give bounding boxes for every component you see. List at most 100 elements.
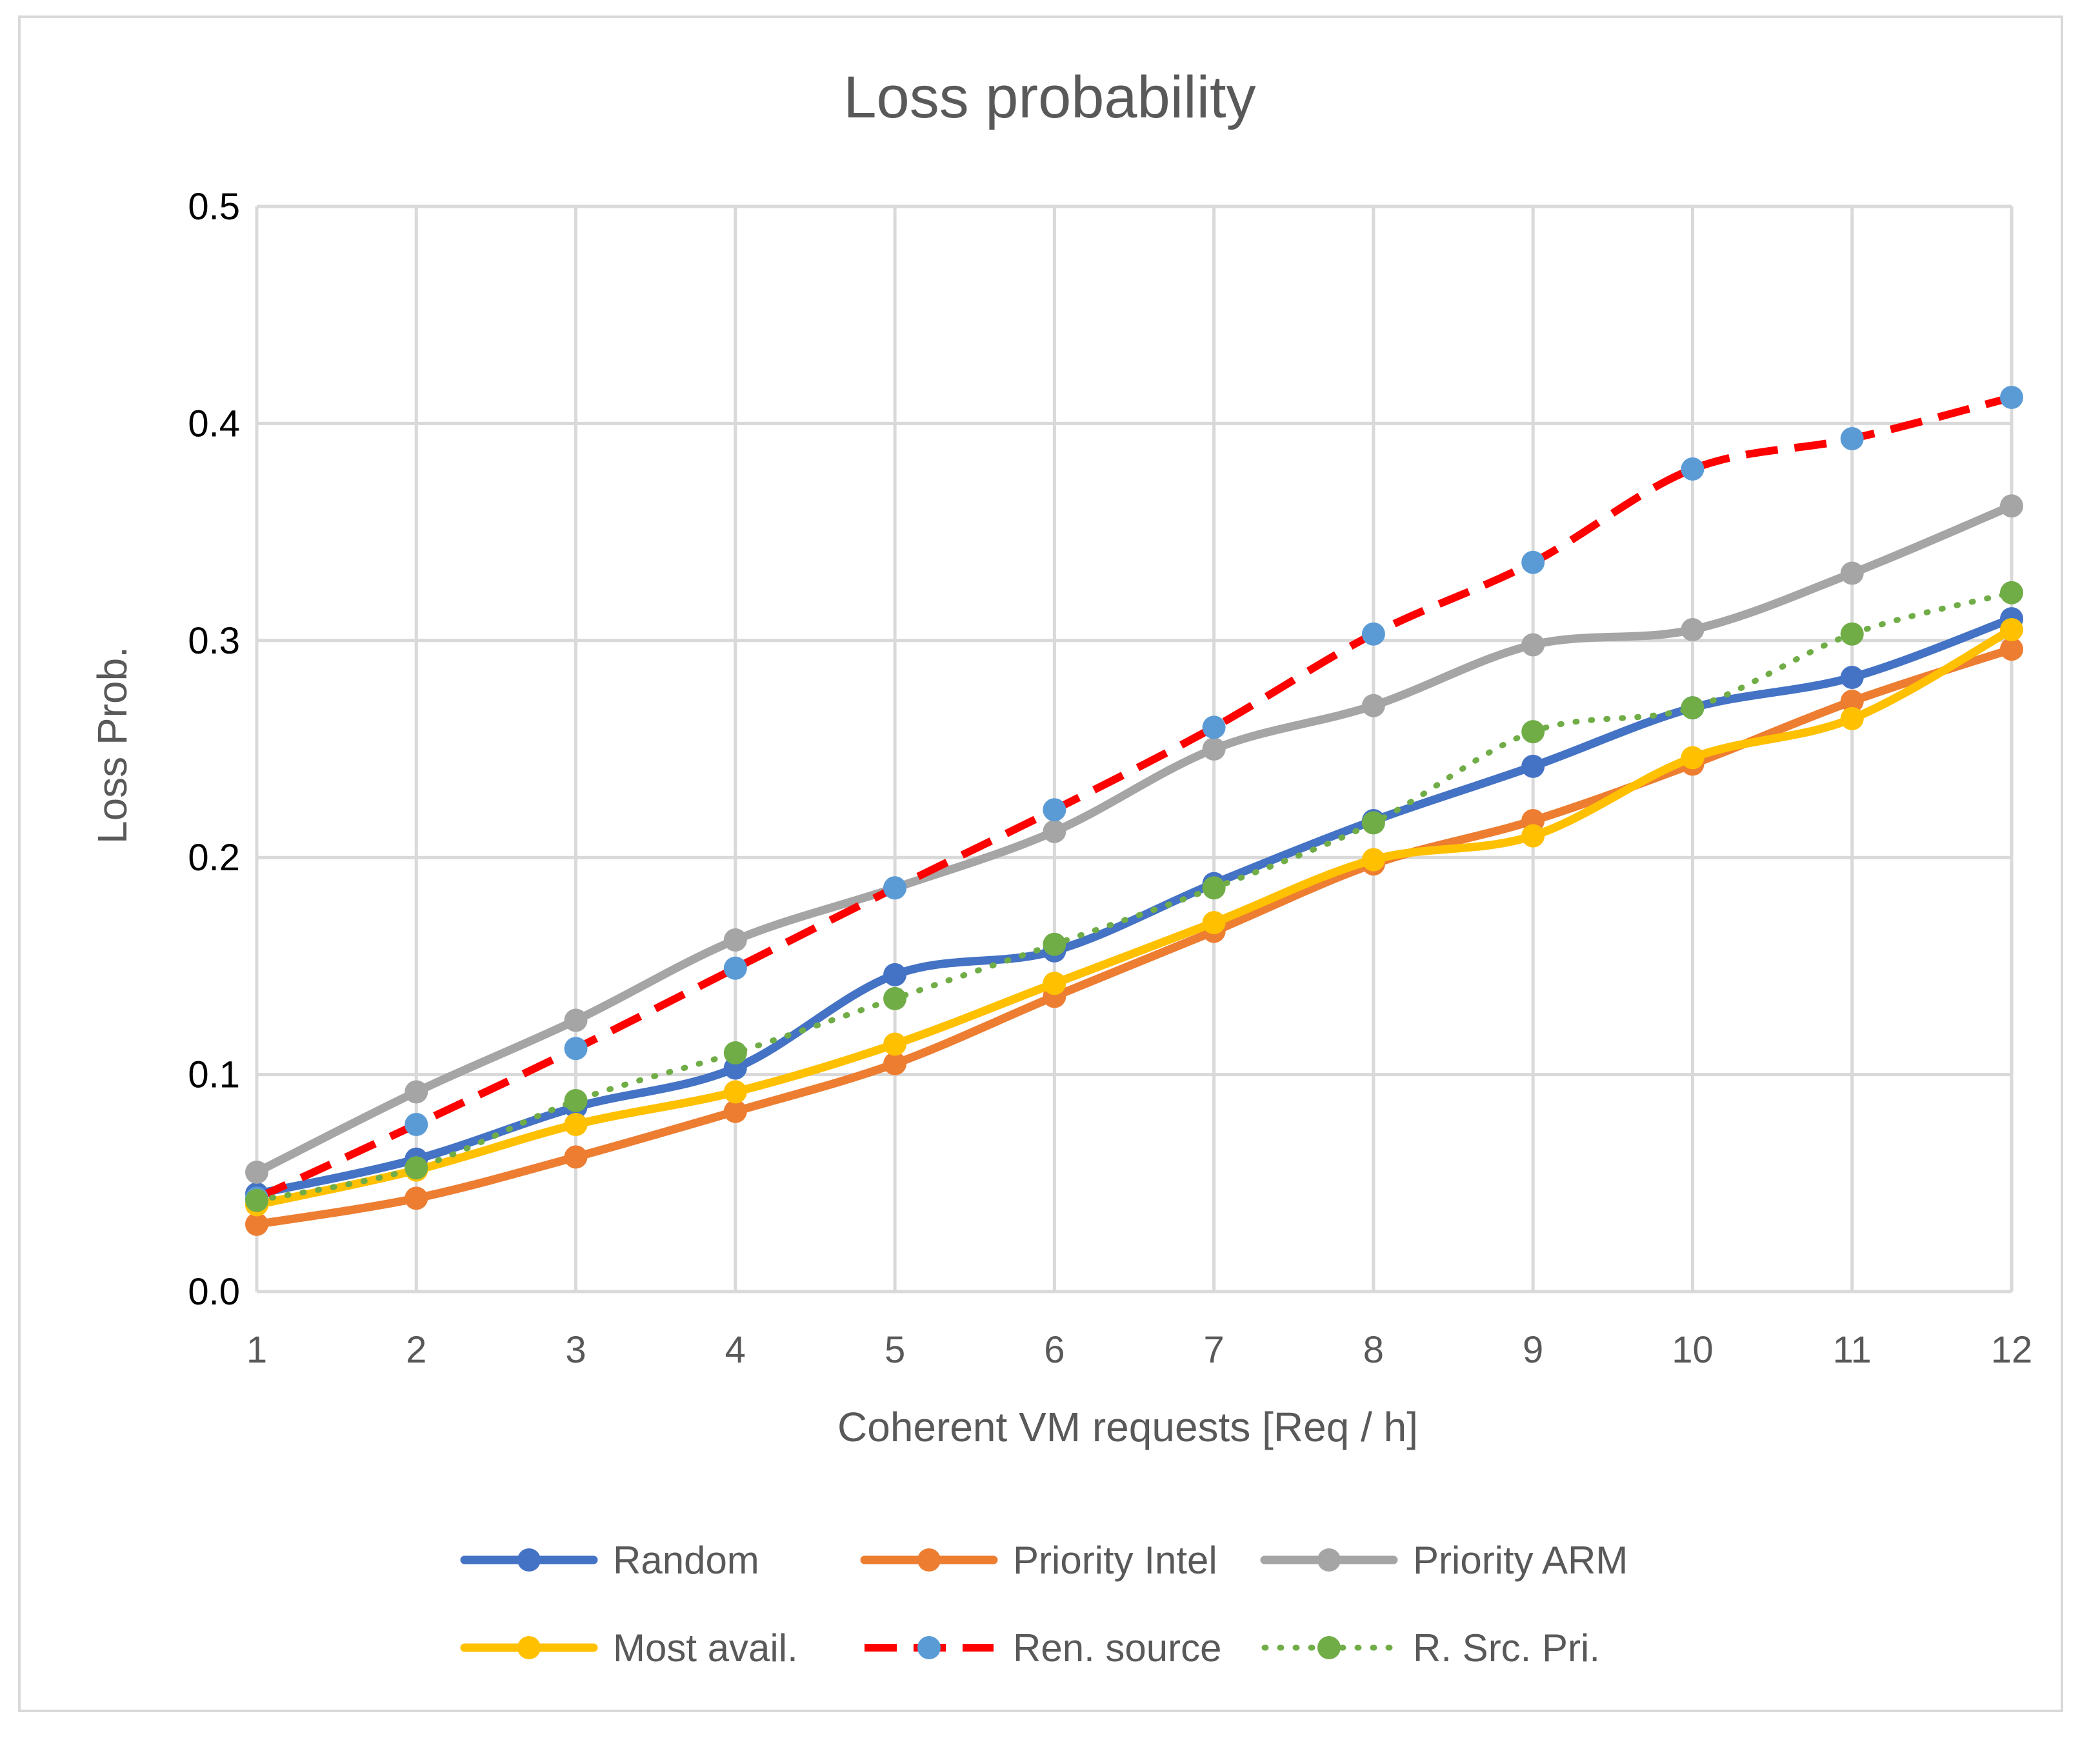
x-tick-label: 8	[1363, 1329, 1384, 1371]
data-point-r-src-pri-5	[883, 986, 907, 1010]
data-point-r-src-pri-10	[1681, 696, 1705, 720]
data-point-ren-source-6	[1043, 798, 1066, 822]
data-point-r-src-pri-8	[1361, 811, 1385, 835]
x-axis-ticks: 1 2 3 4 5 6 7 8 9 10 11 12	[246, 1329, 2032, 1371]
data-point-priority-intel-12	[2000, 637, 2023, 661]
series-line-most-avail	[252, 625, 2016, 1209]
data-point-r-src-pri-3	[564, 1088, 588, 1112]
x-tick-label: 4	[725, 1329, 746, 1371]
series-random	[245, 607, 2023, 1206]
series-line-random	[252, 614, 2016, 1199]
data-point-priority-arm-11	[1840, 561, 1864, 585]
legend: Random Priority Intel Priority ARM Most ava…	[460, 1539, 1628, 1670]
legend-swatch-marker	[1317, 1636, 1341, 1659]
legend-swatch-marker	[1317, 1548, 1341, 1572]
chart-title: Loss probability	[843, 65, 1255, 130]
series-line-r-src-pri	[254, 590, 2015, 1204]
data-point-priority-arm-7	[1202, 737, 1226, 761]
data-point-r-src-pri-6	[1043, 932, 1066, 956]
data-point-priority-intel-3	[564, 1145, 588, 1169]
y-axis-ticks: 0.0 0.1 0.2 0.3 0.4 0.5	[188, 186, 240, 1313]
y-tick-label: 0.1	[188, 1054, 240, 1096]
legend-label: Priority Intel	[1013, 1539, 1217, 1582]
data-point-most-avail-6	[1043, 972, 1066, 995]
data-point-random-9	[1521, 754, 1545, 778]
data-point-most-avail-11	[1840, 706, 1864, 730]
data-point-r-src-pri-4	[723, 1041, 747, 1064]
data-point-priority-arm-1	[245, 1160, 268, 1184]
data-point-r-src-pri-1	[245, 1188, 268, 1212]
data-point-ren-source-12	[2000, 386, 2023, 410]
data-point-r-src-pri-7	[1202, 876, 1226, 900]
data-point-ren-source-11	[1840, 426, 1864, 450]
data-point-ren-source-4	[723, 956, 747, 980]
data-point-ren-source-5	[883, 876, 907, 900]
legend-label: R. Src. Pri.	[1413, 1626, 1600, 1670]
data-point-ren-source-3	[564, 1037, 588, 1061]
data-point-ren-source-9	[1521, 550, 1545, 574]
x-axis-title: Coherent VM requests [Req / h]	[837, 1404, 1418, 1450]
legend-item-priority-arm: Priority ARM	[1260, 1539, 1628, 1582]
legend-label: Random	[613, 1539, 759, 1582]
legend-swatch-marker	[917, 1636, 941, 1659]
data-point-most-avail-4	[723, 1080, 747, 1104]
x-tick-label: 6	[1044, 1329, 1065, 1371]
chart-frame	[18, 15, 2063, 1712]
data-point-ren-source-8	[1361, 622, 1385, 646]
y-tick-label: 0.5	[188, 186, 240, 228]
y-tick-label: 0.4	[188, 403, 240, 444]
legend-item-most-avail: Most avail.	[460, 1626, 798, 1670]
data-point-priority-intel-4	[723, 1099, 747, 1123]
series-layer	[245, 386, 2023, 1236]
y-tick-label: 0.0	[188, 1271, 240, 1313]
legend-item-random: Random	[460, 1539, 759, 1582]
legend-swatch-marker	[517, 1548, 541, 1572]
legend-swatch-marker	[517, 1636, 541, 1659]
y-tick-label: 0.2	[188, 837, 240, 879]
legend-swatch-marker	[917, 1548, 941, 1572]
x-tick-label: 11	[1833, 1329, 1872, 1371]
data-point-most-avail-9	[1521, 824, 1545, 848]
legend-label: Priority ARM	[1413, 1539, 1628, 1582]
legend-label: Most avail.	[613, 1626, 798, 1670]
data-point-priority-arm-10	[1681, 617, 1705, 641]
data-point-r-src-pri-12	[2000, 581, 2023, 604]
data-point-most-avail-3	[564, 1112, 588, 1136]
data-point-most-avail-8	[1361, 848, 1385, 872]
legend-label: Ren. source	[1013, 1626, 1222, 1670]
data-point-r-src-pri-2	[405, 1156, 428, 1180]
data-point-priority-intel-5	[883, 1052, 907, 1075]
data-point-most-avail-10	[1681, 746, 1705, 770]
x-tick-label: 1	[246, 1329, 267, 1371]
data-point-random-11	[1840, 665, 1864, 689]
data-point-ren-source-7	[1202, 715, 1226, 739]
series-line-priority-arm	[252, 501, 2016, 1177]
series-r-src-pri	[245, 581, 2023, 1212]
x-tick-label: 10	[1672, 1329, 1714, 1371]
x-tick-label: 3	[565, 1329, 586, 1371]
x-tick-label: 12	[1991, 1329, 2033, 1371]
y-axis-title: Loss Prob.	[89, 646, 135, 844]
series-priority-arm	[245, 494, 2023, 1184]
x-tick-label: 7	[1204, 1329, 1225, 1371]
x-tick-label: 9	[1523, 1329, 1543, 1371]
legend-item-ren-source: Ren. source	[865, 1626, 1222, 1670]
data-point-r-src-pri-9	[1521, 720, 1545, 744]
legend-item-r-src-pri: R. Src. Pri.	[1261, 1626, 1600, 1670]
series-line-ren-source	[255, 394, 2013, 1202]
data-point-priority-intel-1	[245, 1212, 268, 1236]
data-point-priority-intel-11	[1840, 689, 1864, 713]
x-tick-label: 5	[885, 1329, 905, 1371]
data-point-priority-arm-9	[1521, 633, 1545, 657]
data-point-priority-arm-2	[405, 1080, 428, 1104]
y-tick-label: 0.3	[188, 620, 240, 662]
data-point-priority-arm-8	[1361, 694, 1385, 717]
data-point-ren-source-2	[405, 1112, 428, 1136]
data-point-priority-arm-12	[2000, 494, 2023, 518]
data-point-ren-source-10	[1681, 457, 1705, 481]
data-point-most-avail-5	[883, 1032, 907, 1056]
legend-item-priority-intel: Priority Intel	[860, 1539, 1217, 1582]
series-ren-source	[245, 386, 2023, 1210]
data-point-random-5	[883, 963, 907, 986]
